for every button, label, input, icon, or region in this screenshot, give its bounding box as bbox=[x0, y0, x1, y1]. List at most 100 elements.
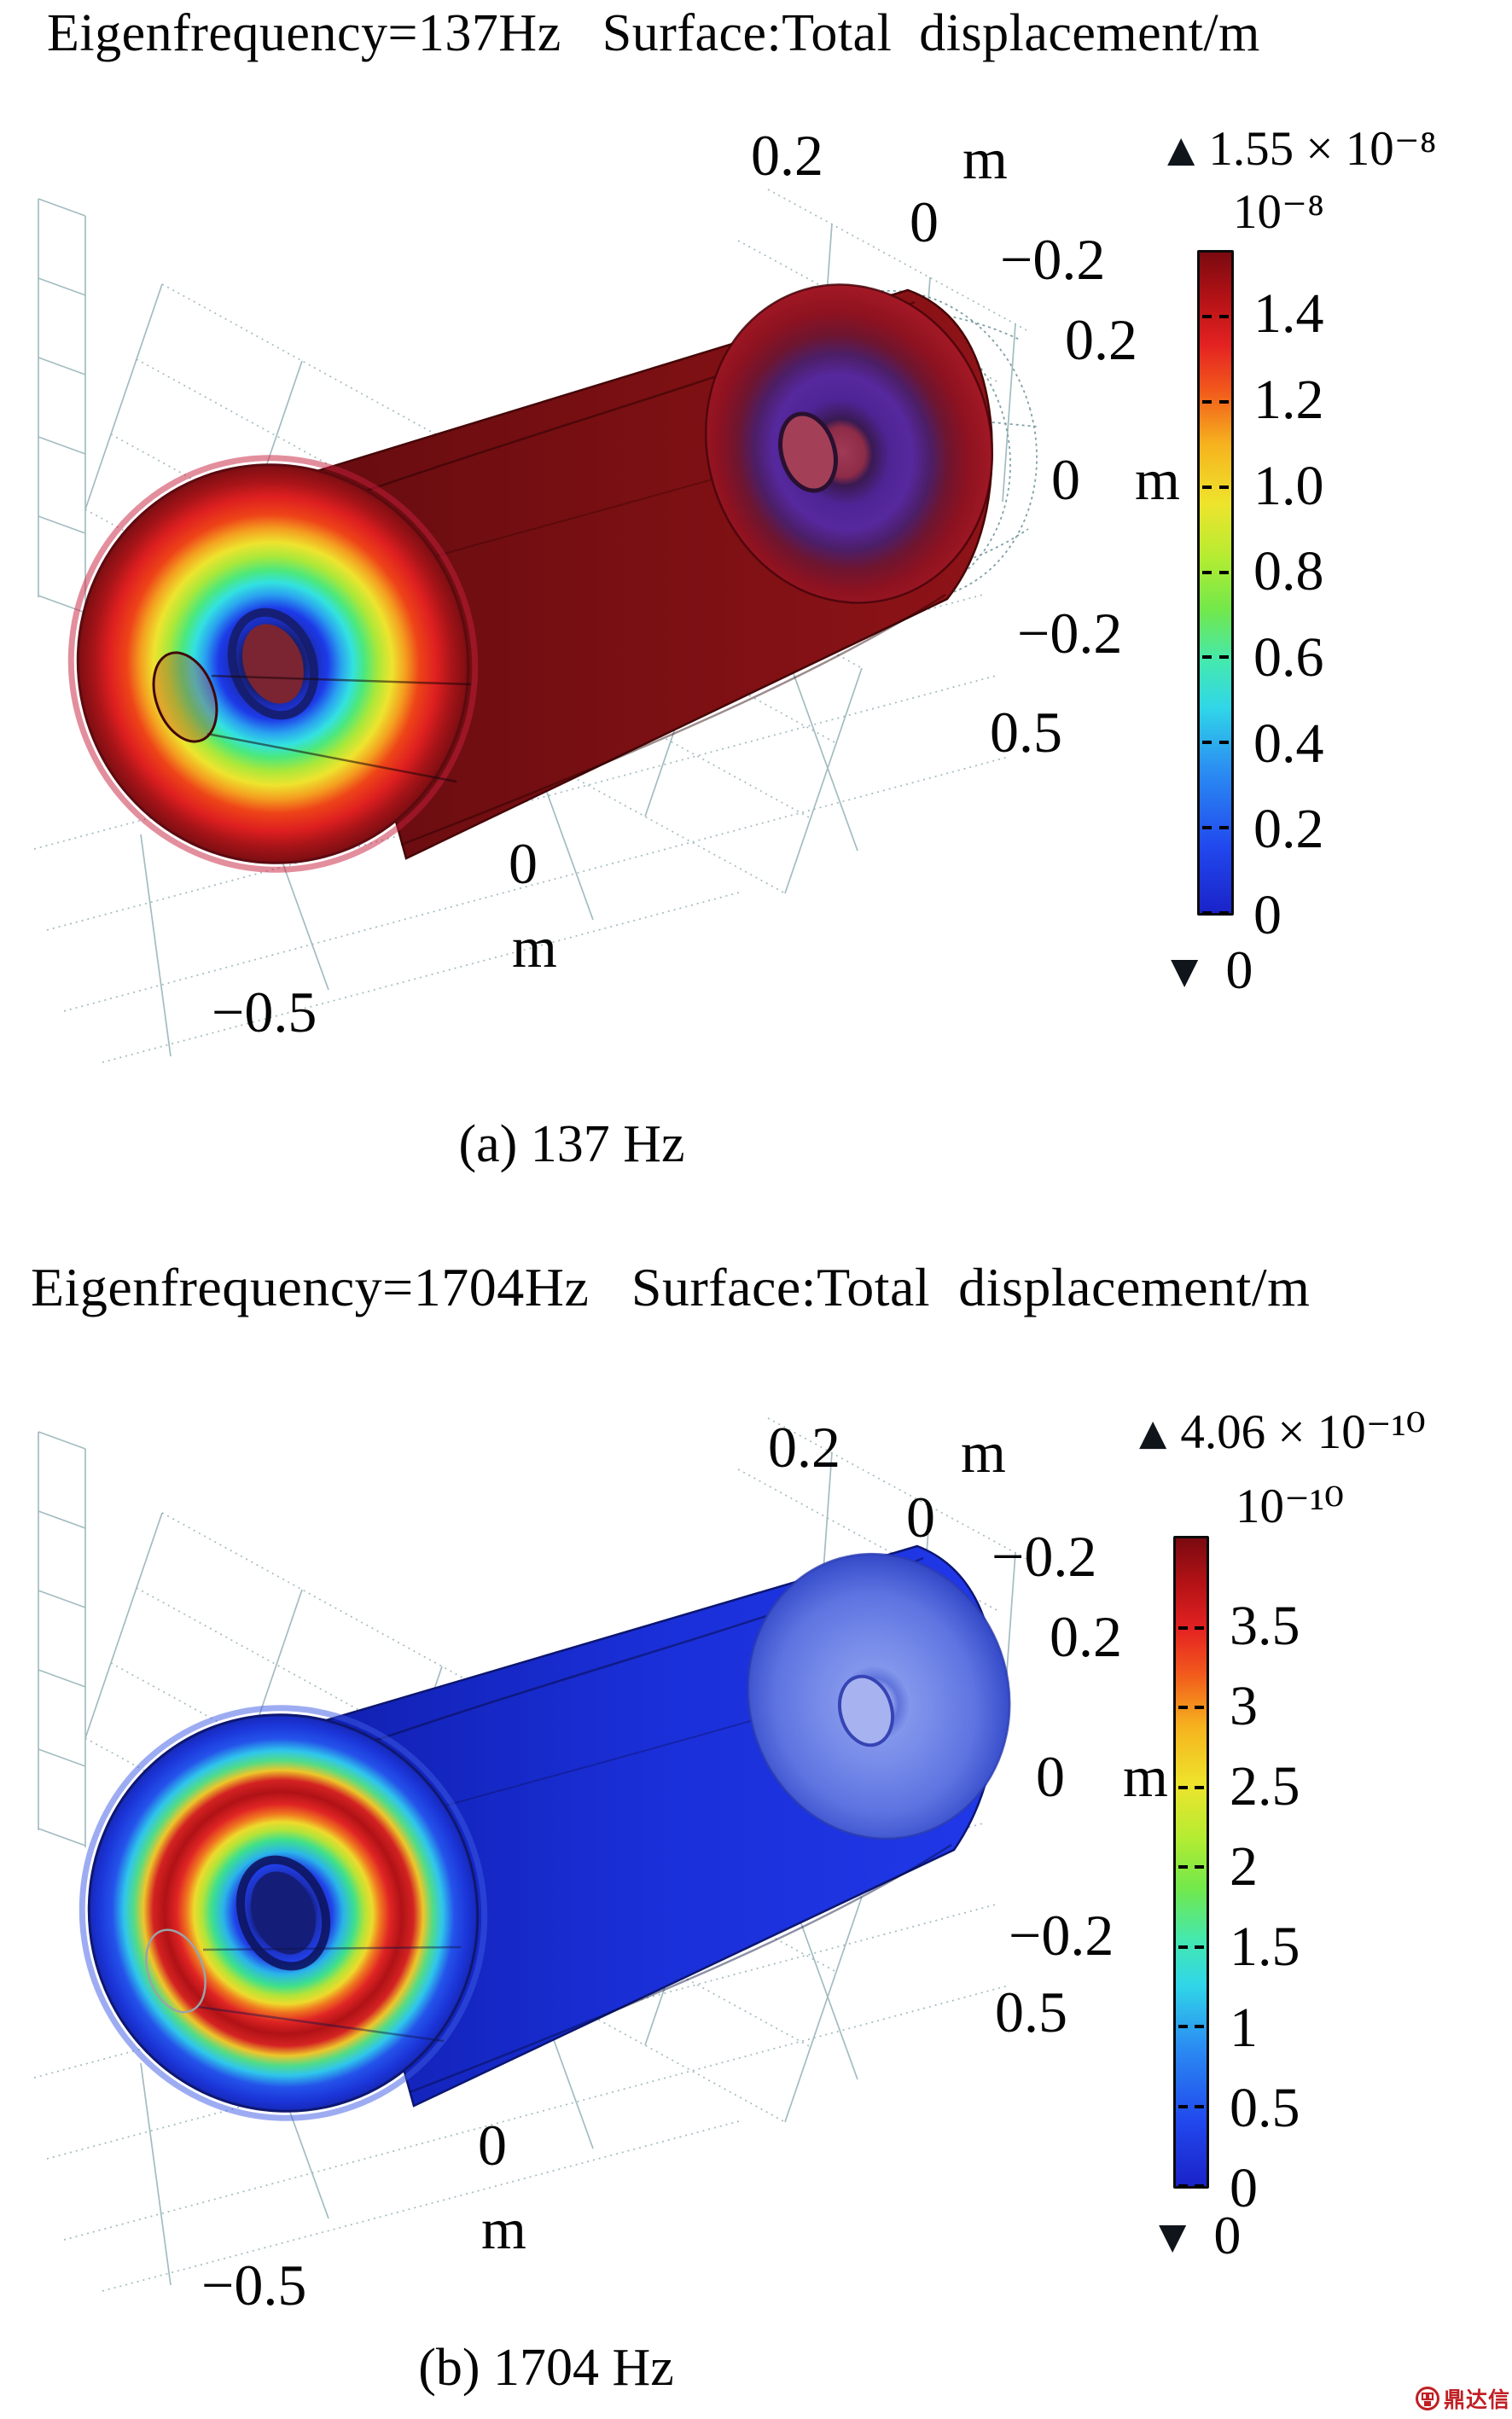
colorbar-tick-mark bbox=[1219, 314, 1229, 318]
colorbar-tick-label: 0.8 bbox=[1253, 540, 1324, 603]
colorbar-tick-label: 1.2 bbox=[1253, 369, 1324, 432]
colorbar-a-scale: 10⁻⁸ bbox=[1233, 185, 1324, 239]
colorbar-tick-mark bbox=[1178, 1706, 1188, 1710]
colorbar-tick-mark bbox=[1178, 2025, 1188, 2029]
fig-b-right-tick-neg0.2: −0.2 bbox=[1009, 1903, 1114, 1968]
colorbar-tick-mark bbox=[1202, 314, 1212, 318]
fig-b-floor-tick-0: 0 bbox=[478, 2113, 507, 2178]
colorbar-tick-label: 0.2 bbox=[1253, 798, 1324, 861]
figure-a-title: Eigenfrequency=137Hz Surface:Total displ… bbox=[47, 4, 1260, 62]
colorbar-tick-mark bbox=[1219, 826, 1229, 830]
colorbar-a: 1.4 1.2 1.0 0.8 0.6 0.4 0.2 0 bbox=[1197, 250, 1470, 944]
colorbar-tick-mark bbox=[1195, 1945, 1204, 1949]
fig-a-floor-tick-neg0.5: −0.5 bbox=[212, 980, 317, 1044]
inlet-pipe-outline bbox=[145, 1928, 462, 2043]
fig-b-right-axis-unit: m bbox=[1123, 1744, 1168, 1809]
watermark-text: 鼎达信 bbox=[1444, 2388, 1511, 2412]
colorbar-tick-mark bbox=[1178, 1785, 1188, 1789]
cylinder-right-cap bbox=[747, 1552, 1011, 1840]
colorbar-tick-mark bbox=[1202, 655, 1212, 660]
colorbar-tick-mark bbox=[1195, 1785, 1204, 1789]
colorbar-tick-mark bbox=[1219, 399, 1229, 404]
colorbar-tick-mark bbox=[1219, 570, 1229, 574]
fig-a-right-tick-neg0.2: −0.2 bbox=[1017, 601, 1123, 666]
colorbar-tick-label: 1 bbox=[1230, 1996, 1258, 2059]
colorbar-tick-label: 1.0 bbox=[1253, 454, 1324, 517]
fig-b-top-tick-neg0.2: −0.2 bbox=[992, 1524, 1097, 1589]
fig-a-floor-tick-0: 0 bbox=[509, 831, 538, 896]
colorbar-tick-mark bbox=[1202, 826, 1212, 830]
colorbar-tick-mark bbox=[1178, 1625, 1188, 1630]
fig-b-top-axis-unit: m bbox=[961, 1420, 1006, 1485]
colorbar-tick-mark bbox=[1202, 485, 1212, 489]
fig-a-top-tick-0.2: 0.2 bbox=[751, 123, 823, 188]
colorbar-a-min: ▼ 0 bbox=[1171, 939, 1253, 1002]
colorbar-tick-mark bbox=[1178, 1865, 1188, 1869]
scene-a-3d-plot bbox=[33, 189, 1038, 1063]
figure-a-caption: (a) 137 Hz bbox=[458, 1115, 685, 1173]
fig-b-right-tick-0.2: 0.2 bbox=[1050, 1604, 1122, 1669]
colorbar-tick-label: 2.5 bbox=[1230, 1754, 1300, 1817]
fig-a-right-axis-unit: m bbox=[1135, 447, 1180, 512]
colorbar-tick-mark bbox=[1202, 570, 1212, 574]
fig-b-floor-tick-0.5: 0.5 bbox=[995, 1980, 1067, 2044]
figure-b-title: Eigenfrequency=1704Hz Surface:Total disp… bbox=[31, 1257, 1311, 1317]
fig-a-right-tick-0: 0 bbox=[1051, 447, 1080, 512]
watermark: 鼎达信 bbox=[1415, 2383, 1510, 2414]
colorbar-tick-mark bbox=[1195, 1865, 1204, 1869]
colorbar-a-min-value: 0 bbox=[1225, 939, 1253, 1000]
min-triangle-icon: ▼ bbox=[1159, 2214, 1187, 2257]
dingdaxin-logo-icon bbox=[1416, 2387, 1439, 2410]
colorbar-b-scale: 10⁻¹⁰ bbox=[1236, 1480, 1345, 1533]
fig-a-top-tick-neg0.2: −0.2 bbox=[1000, 227, 1106, 292]
colorbar-tick-mark bbox=[1202, 741, 1212, 745]
colorbar-tick-mark bbox=[1202, 911, 1212, 915]
colorbar-tick-mark bbox=[1219, 655, 1229, 660]
colorbar-a-max-value: 1.55 × 10⁻⁸ bbox=[1208, 122, 1437, 176]
colorbar-b-gradient bbox=[1173, 1536, 1209, 2189]
cylinder-left-cap bbox=[67, 455, 479, 873]
inlet-pipe-outline bbox=[152, 651, 472, 783]
colorbar-tick-label: 0.4 bbox=[1253, 712, 1324, 775]
fig-a-floor-tick-0.5: 0.5 bbox=[990, 700, 1062, 765]
fig-a-top-axis-unit: m bbox=[962, 126, 1008, 191]
colorbar-a-max: ▲ 1.55 × 10⁻⁸ bbox=[1167, 120, 1437, 177]
fig-b-top-tick-0.2: 0.2 bbox=[768, 1415, 840, 1480]
colorbar-a-gradient bbox=[1197, 250, 1234, 916]
colorbar-tick-label: 3 bbox=[1230, 1674, 1258, 1737]
colorbar-tick-mark bbox=[1178, 2184, 1188, 2188]
fig-b-floor-axis-unit: m bbox=[481, 2196, 526, 2261]
fig-b-floor-tick-neg0.5: −0.5 bbox=[201, 2253, 307, 2317]
fig-b-top-tick-0: 0 bbox=[906, 1485, 935, 1550]
colorbar-b-max-value: 4.06 × 10⁻¹⁰ bbox=[1180, 1405, 1426, 1459]
colorbar-tick-mark bbox=[1195, 2184, 1204, 2188]
colorbar-tick-label: 0 bbox=[1253, 884, 1282, 946]
max-triangle-icon: ▲ bbox=[1139, 1410, 1167, 1453]
colorbar-b-max: ▲ 4.06 × 10⁻¹⁰ bbox=[1139, 1404, 1426, 1460]
colorbar-tick-mark bbox=[1195, 2025, 1204, 2029]
colorbar-tick-mark bbox=[1219, 911, 1229, 915]
colorbar-tick-label: 1.5 bbox=[1230, 1916, 1300, 1979]
scene-b-3d-plot bbox=[33, 1417, 1029, 2292]
cylinder-right-cap bbox=[704, 283, 994, 604]
colorbar-tick-mark bbox=[1178, 2104, 1188, 2108]
colorbar-tick-label: 3.5 bbox=[1230, 1594, 1300, 1657]
colorbar-tick-label: 0.6 bbox=[1253, 626, 1324, 689]
colorbar-b-min: ▼ 0 bbox=[1159, 2204, 1241, 2267]
colorbar-tick-mark bbox=[1219, 485, 1229, 489]
colorbar-tick-mark bbox=[1195, 2104, 1204, 2108]
fig-a-top-tick-0: 0 bbox=[910, 189, 939, 254]
fig-a-right-tick-0.2: 0.2 bbox=[1065, 307, 1137, 372]
colorbar-tick-label: 1.4 bbox=[1253, 282, 1324, 346]
grid-left-strip bbox=[38, 198, 86, 614]
min-triangle-icon: ▼ bbox=[1171, 949, 1199, 991]
max-triangle-icon: ▲ bbox=[1167, 127, 1195, 170]
colorbar-b-min-value: 0 bbox=[1213, 2205, 1242, 2265]
fig-b-right-tick-0: 0 bbox=[1036, 1744, 1065, 1809]
grid-left-strip bbox=[38, 1431, 86, 1847]
colorbar-tick-mark bbox=[1219, 741, 1229, 745]
colorbar-tick-label: 2 bbox=[1230, 1835, 1258, 1899]
colorbar-b: 3.5 3 2.5 2 1.5 1 0.5 0 bbox=[1173, 1536, 1446, 2217]
colorbar-tick-mark bbox=[1195, 1706, 1204, 1710]
